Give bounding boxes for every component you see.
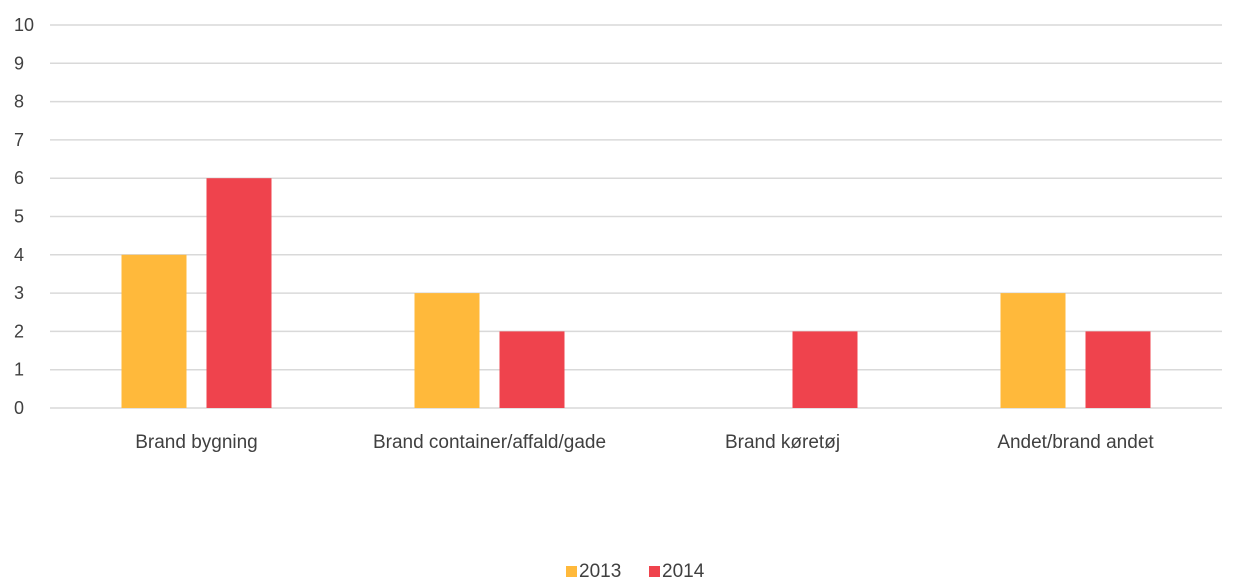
bars <box>121 178 1151 408</box>
bar-2013-1 <box>414 293 480 408</box>
y-tick-label: 9 <box>14 53 24 73</box>
x-category-label: Brand container/affald/gade <box>373 432 606 453</box>
y-tick-label: 6 <box>14 168 24 188</box>
y-tick-label: 4 <box>14 245 24 265</box>
y-axis: 0 1 2 3 4 5 6 7 8 9 10 <box>14 15 34 418</box>
y-tick-label: 2 <box>14 321 24 341</box>
bar-2014-2 <box>792 331 858 408</box>
y-tick-label: 1 <box>14 360 24 380</box>
x-category-label: Brand bygning <box>135 432 258 453</box>
y-tick-label: 8 <box>14 92 24 112</box>
y-tick-label: 10 <box>14 15 34 35</box>
y-tick-label: 5 <box>14 207 24 227</box>
legend: 2013 2014 <box>566 561 705 582</box>
x-axis: Brand bygning Brand container/affald/gade… <box>135 432 1154 453</box>
y-tick-label: 7 <box>14 130 24 150</box>
legend-swatch-2014 <box>649 566 660 577</box>
legend-swatch-2013 <box>566 566 577 577</box>
bar-2014-0 <box>206 178 272 408</box>
y-tick-label: 3 <box>14 283 24 303</box>
legend-label: 2013 <box>579 561 621 582</box>
x-category-label: Andet/brand andet <box>997 432 1154 453</box>
bar-2014-3 <box>1085 331 1151 408</box>
y-tick-label: 0 <box>14 398 24 418</box>
legend-label: 2014 <box>662 561 705 582</box>
bar-2014-1 <box>499 331 565 408</box>
bar-2013-3 <box>1000 293 1066 408</box>
bar-2013-0 <box>121 254 187 408</box>
x-category-label: Brand køretøj <box>725 432 840 453</box>
